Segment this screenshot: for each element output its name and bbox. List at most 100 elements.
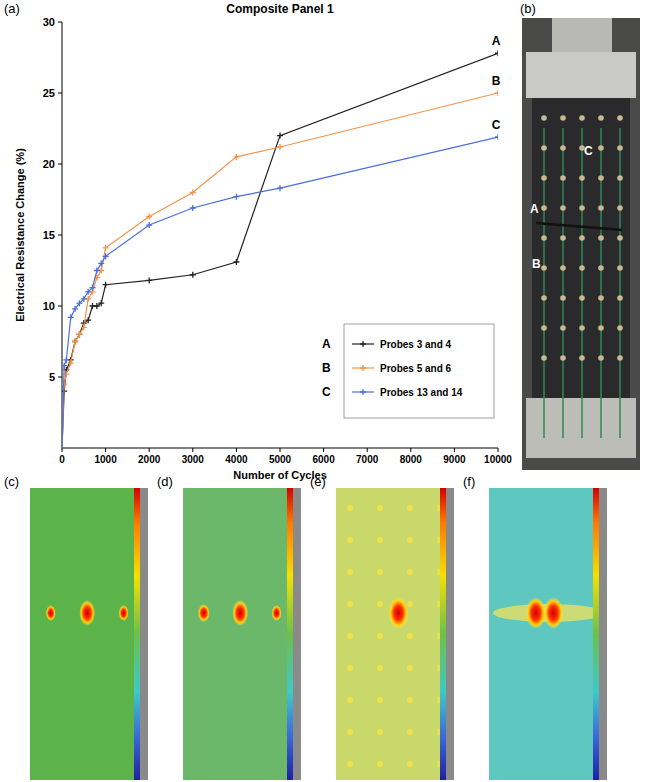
marker xyxy=(495,50,498,56)
marker xyxy=(233,194,239,200)
specimen xyxy=(532,98,630,398)
thermal-panel xyxy=(30,488,148,780)
probe xyxy=(579,115,585,121)
marker xyxy=(62,445,65,448)
legend-box xyxy=(344,324,494,418)
probe xyxy=(598,175,604,181)
wire xyxy=(600,128,602,438)
probe-spot xyxy=(347,729,353,735)
probe-spot xyxy=(377,729,383,735)
probe xyxy=(617,115,623,121)
y-tick xyxy=(58,306,62,307)
legend-letter: C xyxy=(322,385,331,399)
hot-spot xyxy=(198,604,210,622)
y-tick xyxy=(58,235,62,236)
thermal-bg xyxy=(489,488,607,780)
wire xyxy=(581,128,583,438)
panel-letter: (e) xyxy=(310,474,326,489)
probe xyxy=(560,175,566,181)
marker xyxy=(146,222,152,228)
probe-spot xyxy=(347,569,353,575)
x-tick xyxy=(62,448,63,452)
marker xyxy=(103,245,109,251)
y-tick xyxy=(58,93,62,94)
hot-spot xyxy=(46,605,56,621)
series-line xyxy=(62,53,498,448)
marker xyxy=(495,90,498,96)
marker xyxy=(103,282,109,288)
colorbar-scale xyxy=(446,488,454,780)
colorbar xyxy=(134,488,140,780)
marker xyxy=(62,363,67,369)
probe-spot xyxy=(377,665,383,671)
marker xyxy=(98,300,104,306)
x-tick xyxy=(367,448,368,452)
probe-spot xyxy=(407,505,413,511)
probe xyxy=(598,115,604,121)
marker xyxy=(62,445,65,448)
probe xyxy=(541,295,547,301)
legend-letter: A xyxy=(322,337,331,351)
marker xyxy=(90,285,96,291)
x-tick xyxy=(498,448,499,452)
probe-spot xyxy=(377,761,383,767)
marker xyxy=(76,331,82,337)
x-tick-label: 1000 xyxy=(94,454,117,465)
thermal-panel xyxy=(489,488,607,780)
marker xyxy=(72,306,78,312)
marker xyxy=(72,339,78,345)
photo-bg xyxy=(522,18,640,470)
marker xyxy=(62,445,65,448)
x-tick-label: 7000 xyxy=(356,454,379,465)
wire xyxy=(562,128,564,438)
probe xyxy=(598,145,604,151)
clamp-top xyxy=(526,52,636,98)
probe xyxy=(560,205,566,211)
probe xyxy=(541,175,547,181)
probe-spot xyxy=(407,697,413,703)
panel-letter: (d) xyxy=(157,474,173,489)
y-tick-label: 10 xyxy=(43,300,55,312)
x-tick-label: 0 xyxy=(59,454,65,465)
panel-letter: (c) xyxy=(4,474,19,489)
end-label: A xyxy=(492,34,501,48)
probe-spot xyxy=(377,601,383,607)
marker xyxy=(81,296,87,302)
x-tick-label: 6000 xyxy=(312,454,335,465)
probe xyxy=(617,265,623,271)
probe xyxy=(579,175,585,181)
probe xyxy=(560,265,566,271)
probe xyxy=(560,145,566,151)
x-tick-label: 2000 xyxy=(138,454,161,465)
x-tick-label: 4000 xyxy=(225,454,248,465)
photo-label: A xyxy=(530,202,539,216)
marker xyxy=(76,300,82,306)
marker xyxy=(76,331,82,337)
probe-spot xyxy=(407,729,413,735)
y-tick-label: 15 xyxy=(43,229,55,241)
probe xyxy=(579,295,585,301)
probe xyxy=(579,205,585,211)
marker xyxy=(190,272,196,278)
probe xyxy=(560,235,566,241)
marker xyxy=(94,268,100,274)
probe xyxy=(598,235,604,241)
hot-spot xyxy=(388,597,408,629)
x-tick xyxy=(323,448,324,452)
marker xyxy=(190,189,196,195)
probe xyxy=(541,235,547,241)
marker xyxy=(277,133,283,139)
hot-spot xyxy=(543,597,563,629)
marker xyxy=(233,259,239,265)
x-tick xyxy=(280,448,281,452)
marker xyxy=(72,339,78,345)
probe xyxy=(598,265,604,271)
series-line xyxy=(62,93,498,448)
x-tick-label: 5000 xyxy=(269,454,292,465)
probe-spot xyxy=(347,665,353,671)
probe-spot xyxy=(347,697,353,703)
probe xyxy=(560,295,566,301)
probe xyxy=(579,235,585,241)
legend: AProbes 3 and 4BProbes 5 and 6CProbes 13… xyxy=(322,324,494,418)
x-tick xyxy=(149,448,150,452)
